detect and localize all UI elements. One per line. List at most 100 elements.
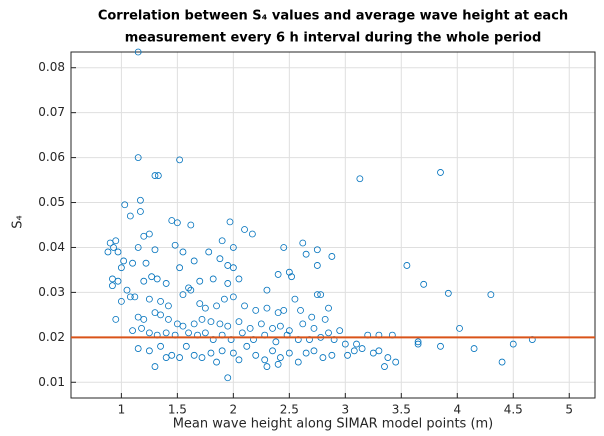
point: [243, 342, 251, 350]
point: [123, 286, 131, 294]
x-tick-label: 4.5: [504, 403, 523, 417]
point: [274, 360, 282, 368]
point: [226, 218, 234, 226]
x-tick-label: 3: [341, 403, 349, 417]
point: [114, 277, 122, 285]
point: [145, 329, 153, 337]
x-tick-label: 2: [230, 403, 238, 417]
point: [134, 244, 142, 251]
point: [179, 291, 187, 299]
point: [285, 327, 293, 334]
point: [241, 302, 248, 310]
point: [126, 293, 134, 301]
point: [241, 226, 248, 233]
point: [235, 356, 243, 364]
point: [358, 345, 366, 352]
point: [162, 280, 170, 287]
point: [140, 315, 148, 323]
point: [145, 347, 153, 355]
point: [148, 273, 156, 281]
point: [302, 250, 310, 258]
point: [344, 351, 351, 359]
point: [285, 349, 293, 357]
point: [313, 246, 321, 254]
point: [498, 358, 506, 366]
point: [112, 237, 120, 245]
point: [201, 329, 209, 337]
point: [173, 219, 181, 227]
point: [375, 347, 383, 355]
point: [114, 248, 122, 256]
y-tick-label: 0.02: [38, 330, 65, 344]
point: [218, 237, 226, 245]
point: [235, 275, 243, 283]
point: [176, 264, 184, 272]
point: [106, 239, 114, 247]
point: [140, 277, 148, 285]
point: [341, 340, 349, 348]
point: [299, 239, 307, 247]
point: [325, 329, 332, 337]
point: [317, 291, 325, 299]
point: [190, 320, 198, 328]
point: [151, 172, 159, 179]
point: [280, 244, 288, 251]
point: [224, 322, 232, 330]
point: [414, 340, 422, 348]
point: [209, 275, 217, 283]
point: [269, 324, 276, 332]
point: [126, 212, 134, 220]
point: [196, 300, 204, 308]
point: [224, 374, 232, 382]
point: [138, 324, 145, 332]
point: [205, 248, 213, 256]
point: [238, 329, 246, 337]
point: [153, 275, 161, 283]
point: [185, 329, 192, 337]
point: [198, 315, 206, 323]
point: [229, 244, 237, 251]
point: [325, 304, 332, 312]
point: [196, 277, 204, 285]
point: [261, 356, 269, 364]
point: [229, 293, 237, 301]
point: [151, 309, 159, 317]
point: [134, 48, 142, 56]
point: [369, 349, 377, 357]
point: [350, 347, 358, 355]
point: [207, 349, 215, 357]
point: [276, 322, 284, 330]
point: [381, 363, 388, 370]
point: [392, 358, 400, 366]
x-tick-label: 5: [565, 403, 573, 417]
point: [157, 342, 164, 350]
point: [134, 313, 142, 321]
point: [246, 324, 254, 332]
y-tick-label: 0.06: [38, 150, 65, 164]
point: [154, 172, 162, 179]
point: [176, 354, 184, 361]
point: [220, 295, 228, 303]
point: [248, 230, 256, 238]
point: [162, 354, 170, 361]
plot-frame: [70, 51, 596, 399]
point: [274, 271, 282, 278]
point: [165, 302, 172, 310]
y-tick-label: 0.04: [38, 240, 65, 254]
point: [308, 313, 316, 321]
point: [487, 291, 495, 299]
point: [263, 363, 271, 370]
point: [142, 259, 150, 267]
point: [207, 318, 215, 326]
chart-title: measurement every 6 h interval during th…: [125, 31, 542, 46]
point: [185, 284, 192, 292]
point: [201, 304, 209, 312]
point: [157, 311, 164, 319]
point: [145, 230, 153, 238]
point: [437, 169, 444, 176]
point: [151, 246, 159, 254]
point: [224, 280, 232, 287]
point: [182, 342, 190, 350]
point: [274, 309, 282, 317]
